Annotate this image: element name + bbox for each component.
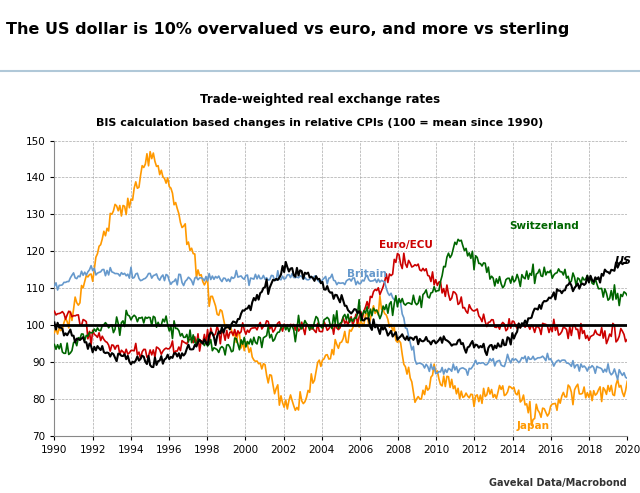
Text: Britain: Britain bbox=[346, 269, 387, 280]
Text: The US dollar is 10% overvalued vs euro, and more vs sterling: The US dollar is 10% overvalued vs euro,… bbox=[6, 22, 570, 37]
Text: Switzerland: Switzerland bbox=[509, 221, 579, 231]
Text: Gavekal Data/Macrobond: Gavekal Data/Macrobond bbox=[490, 478, 627, 488]
Text: Japan: Japan bbox=[516, 421, 550, 431]
Text: US: US bbox=[614, 256, 631, 266]
Text: Euro/ECU: Euro/ECU bbox=[379, 240, 433, 250]
Text: BIS calculation based changes in relative CPIs (100 = mean since 1990): BIS calculation based changes in relativ… bbox=[97, 118, 543, 128]
Text: Trade-weighted real exchange rates: Trade-weighted real exchange rates bbox=[200, 93, 440, 106]
